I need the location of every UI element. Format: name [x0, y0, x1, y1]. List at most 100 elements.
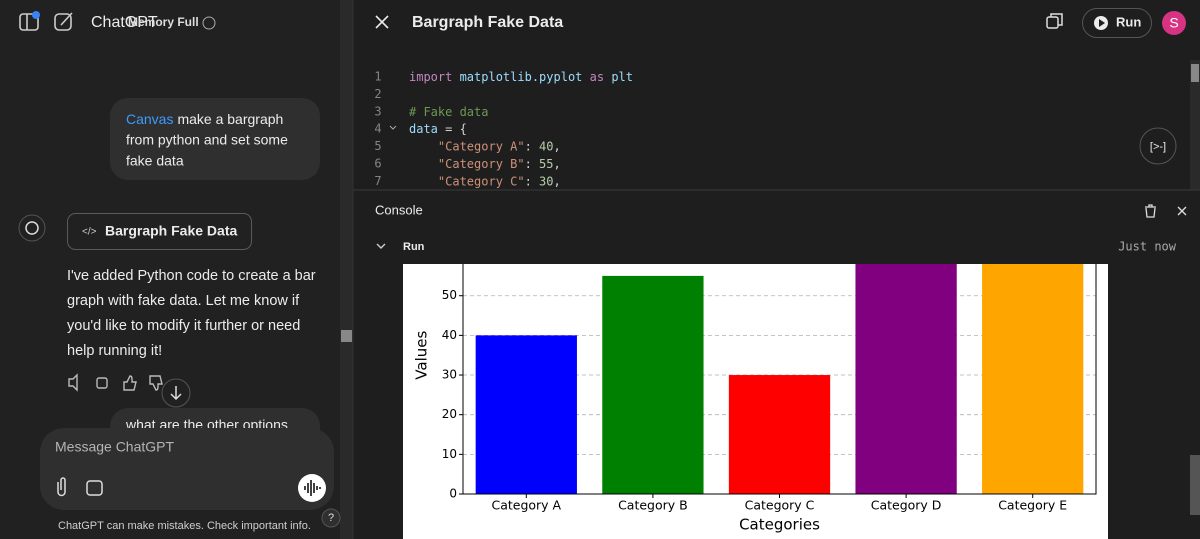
assistant-text: help running it! [67, 343, 162, 359]
code-token: : [525, 174, 539, 188]
copy-button[interactable] [96, 377, 108, 389]
code-token: as [590, 70, 604, 84]
tools-button[interactable] [86, 480, 103, 496]
line-number: 7 [374, 174, 381, 188]
notification-dot [32, 11, 40, 19]
message-input[interactable] [40, 428, 334, 510]
user-avatar[interactable] [1162, 11, 1186, 35]
line-number: 3 [374, 104, 381, 118]
code-icon: </> [82, 227, 97, 238]
x-axis-label: Categories [739, 516, 820, 534]
x-tick-label: Category D [871, 498, 942, 513]
y-tick-label: 30 [442, 368, 457, 382]
code-token: "Category A" [409, 139, 525, 153]
disclaimer: ChatGPT can make mistakes. Check importa… [58, 520, 311, 532]
code-line: "Category A": 40, [409, 139, 561, 153]
console-toggle-button[interactable] [1139, 127, 1177, 165]
user-text: fake data [126, 153, 184, 169]
line-number: 2 [374, 87, 381, 101]
code-token: "Category B" [409, 157, 525, 171]
next-message: what are the other options [125, 417, 288, 433]
code-token: matplotlib.pyplot [452, 70, 589, 84]
play-glyph [1099, 19, 1105, 27]
code-scroll-thumb[interactable] [1191, 64, 1199, 82]
code-token: , [554, 174, 561, 188]
assistant-avatar [18, 214, 46, 242]
code-line: # Fake data [409, 104, 488, 118]
bar [982, 264, 1084, 494]
voice-button[interactable] [298, 474, 326, 502]
sidebar-icon[interactable] [19, 13, 39, 31]
code-editor[interactable]: 1 import matplotlib.pyplot as plt 2 3 # Fake… [374, 70, 633, 188]
code-line: "Category B": 55, [409, 157, 561, 171]
info-icon[interactable] [202, 16, 216, 30]
read-aloud-button[interactable] [68, 373, 78, 392]
line-number: 1 [374, 70, 381, 84]
axes-frame [462, 264, 1097, 495]
y-axis-label: Values [413, 331, 431, 380]
x-tick-label: Category E [998, 498, 1067, 513]
user-text: from python and set some [126, 132, 288, 148]
code-token: : [525, 157, 539, 171]
close-console-button[interactable] [1177, 206, 1187, 216]
scroll-thumb[interactable] [341, 330, 352, 342]
code-line: "Category C": 30, [409, 174, 561, 188]
code-token: 40 [539, 139, 553, 153]
bar [475, 335, 577, 494]
mention: Canvas [126, 111, 173, 127]
user-bubble [110, 98, 320, 180]
voice-icon [304, 480, 321, 496]
run-label[interactable]: Run [1116, 14, 1141, 29]
code-token: plt [604, 70, 633, 84]
like-button[interactable] [123, 375, 137, 391]
attach-button[interactable] [57, 477, 66, 497]
console-label: Console [375, 202, 423, 217]
y-tick-label: 10 [442, 447, 457, 461]
run-timestamp: Just now [1118, 240, 1177, 254]
app-title[interactable]: ChatGPT [91, 14, 158, 31]
code-token: 55 [539, 157, 553, 171]
code-token: data [409, 122, 438, 136]
assistant-text: I've added Python code to create a bar [67, 268, 316, 284]
y-tick-label: 20 [442, 407, 457, 421]
canvas-card[interactable] [67, 213, 252, 250]
canvas-title: Bargraph Fake Data [412, 14, 563, 31]
console-scroll-thumb[interactable] [1190, 455, 1200, 515]
bar [728, 375, 831, 494]
bar [855, 264, 957, 494]
canvas-card-title[interactable]: Bargraph Fake Data [105, 223, 237, 239]
code-line: import matplotlib.pyplot as plt [409, 70, 633, 84]
run-entry-label: Run [403, 241, 425, 253]
dislike-button[interactable] [149, 375, 163, 391]
bar [602, 275, 704, 494]
code-token: , [554, 139, 561, 153]
x-tick-label: Category C [745, 498, 815, 513]
line-number: 5 [374, 139, 381, 153]
user-text: make a bargraph [177, 111, 283, 127]
arrow-icon [170, 386, 182, 401]
close-button[interactable] [375, 15, 389, 29]
avatar-letter: S [1169, 15, 1178, 31]
assistant-text: graph with fake data. Let me know if [67, 293, 300, 309]
code-token: , [554, 157, 561, 171]
new-chat-icon[interactable] [54, 12, 73, 31]
user-message-line: Canvas make a bargraph [126, 111, 283, 127]
memory-badge: Memory Full [128, 15, 199, 29]
line-number: 4 [374, 122, 381, 136]
collapse-chevron[interactable] [376, 243, 386, 249]
clear-console-button[interactable] [1145, 204, 1156, 218]
y-tick-label: 40 [442, 328, 457, 342]
line-number: 6 [374, 157, 381, 171]
chart: 0 10 20 30 40 50 Category A Category B Category … [413, 264, 1097, 534]
code-line: data = { [409, 122, 467, 136]
x-tick-label: Category A [491, 498, 561, 513]
code-token: 30 [539, 174, 553, 188]
run-button[interactable] [1082, 8, 1152, 38]
copy-code-button[interactable] [1046, 13, 1063, 29]
help-button[interactable] [321, 508, 341, 528]
assistant-text: you'd like to modify it further or need [67, 318, 300, 334]
fold-chevron[interactable] [389, 125, 397, 130]
input-placeholder: Message ChatGPT [55, 439, 174, 455]
code-token: = { [438, 122, 467, 136]
